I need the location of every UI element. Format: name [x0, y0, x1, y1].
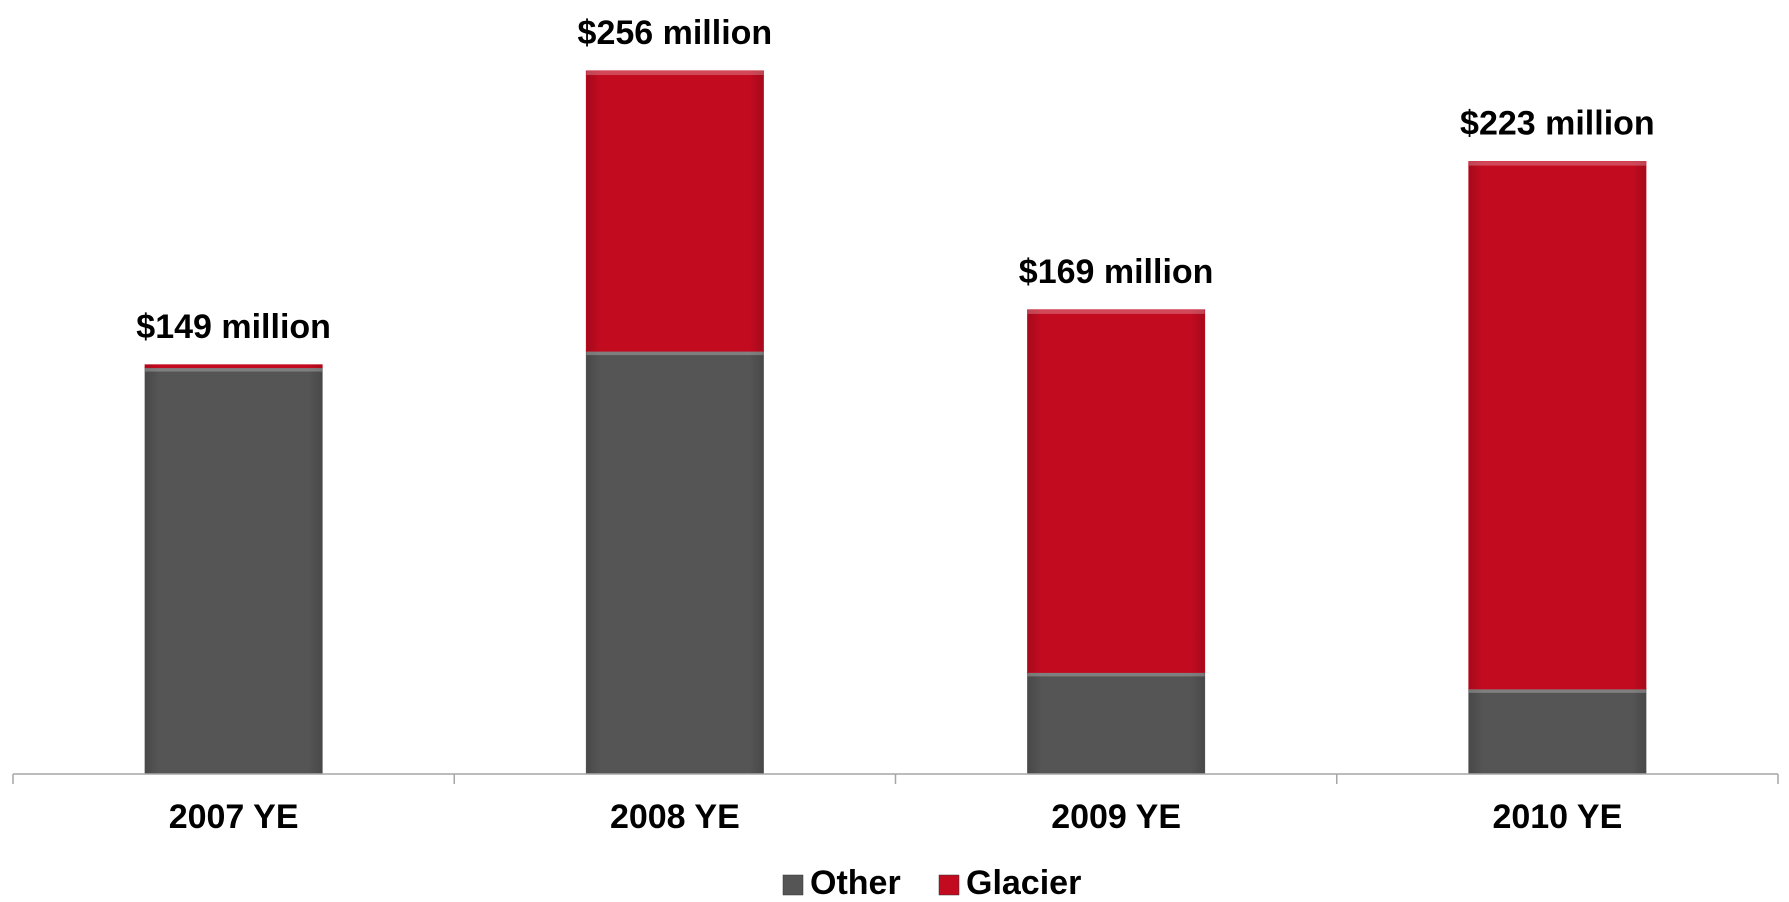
bar-shade [1027, 309, 1205, 673]
legend-swatch [782, 874, 804, 896]
x-tick-label: 2008 YE [610, 798, 740, 836]
legend-label: Other [810, 864, 901, 902]
bar-shade [1027, 672, 1205, 774]
bar-bevel [586, 351, 764, 356]
bar-shade [586, 351, 764, 774]
bar-shade [1468, 161, 1646, 689]
bar-bevel [1027, 309, 1205, 314]
bar-bevel [1468, 688, 1646, 693]
bar-bevel [1027, 672, 1205, 677]
x-tick-label: 2010 YE [1492, 798, 1622, 836]
total-label: $256 million [578, 14, 773, 52]
total-label: $169 million [1019, 253, 1214, 291]
bar-bevel [586, 71, 764, 75]
legend-label: Glacier [966, 864, 1081, 902]
total-label: $223 million [1460, 105, 1655, 143]
bar-shade [145, 364, 323, 368]
bar-shade [586, 71, 764, 352]
legend-swatch [938, 874, 960, 896]
bar-shade [1468, 688, 1646, 774]
bar-shade [145, 367, 323, 774]
x-tick-label: 2007 YE [169, 798, 299, 836]
bar-bevel [145, 367, 323, 372]
x-tick-label: 2009 YE [1051, 798, 1181, 836]
total-label: $149 million [136, 308, 331, 346]
bar-bevel [1468, 161, 1646, 166]
